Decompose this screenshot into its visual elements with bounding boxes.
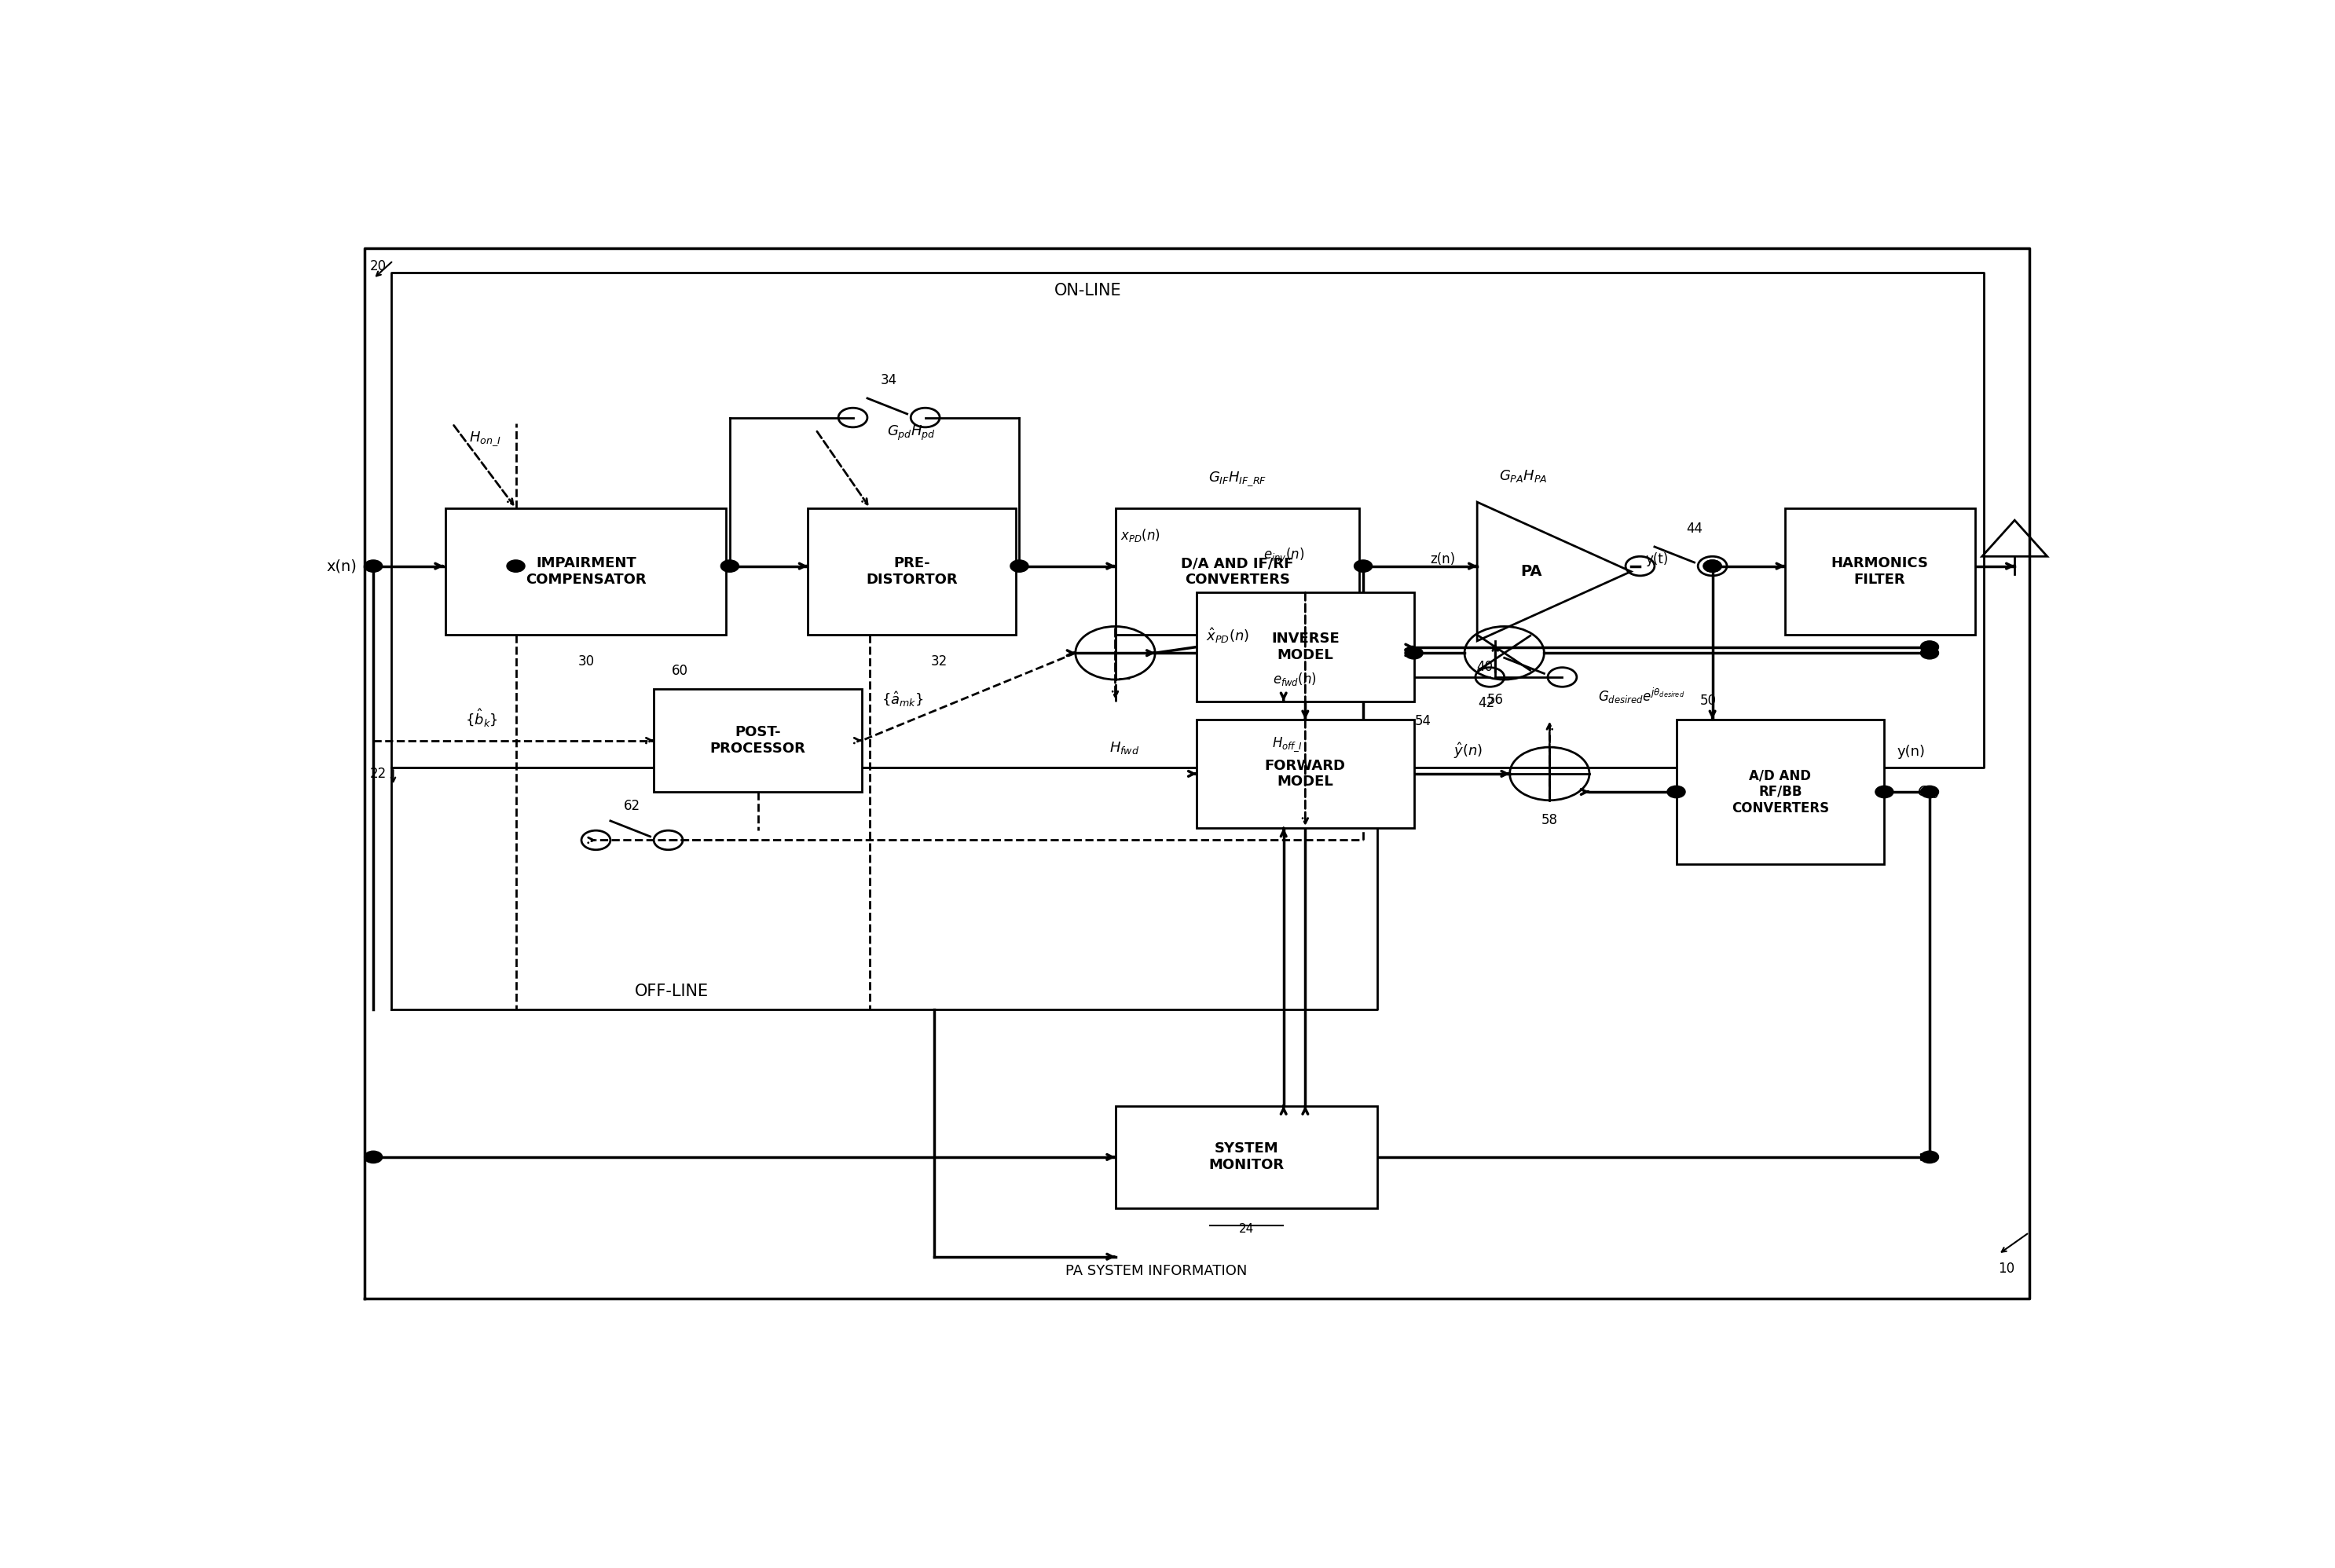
Text: INVERSE
MODEL: INVERSE MODEL <box>1270 632 1340 662</box>
Circle shape <box>1922 641 1938 652</box>
Text: OFF-LINE: OFF-LINE <box>635 983 710 999</box>
Text: $\hat{y}(n)$: $\hat{y}(n)$ <box>1455 742 1483 760</box>
Text: 58: 58 <box>1541 814 1557 828</box>
Text: 34: 34 <box>880 373 897 387</box>
Text: $e_{fwd}(n)$: $e_{fwd}(n)$ <box>1273 671 1317 687</box>
Text: z(n): z(n) <box>1431 552 1455 566</box>
Circle shape <box>1354 560 1373 572</box>
Bar <box>654 690 862 792</box>
Text: IMPAIRMENT
COMPENSATOR: IMPAIRMENT COMPENSATOR <box>525 557 647 586</box>
Text: 54: 54 <box>1415 715 1431 729</box>
Text: −: − <box>1116 671 1132 687</box>
Text: 44: 44 <box>1686 521 1702 535</box>
Text: $H_{fwd}$: $H_{fwd}$ <box>1109 740 1139 756</box>
Text: $e_{inv}(n)$: $e_{inv}(n)$ <box>1263 546 1305 563</box>
Circle shape <box>1705 560 1721 572</box>
Circle shape <box>1667 786 1686 798</box>
Circle shape <box>722 560 738 572</box>
Text: $G_{desired}e^{j\theta_{desired}}$: $G_{desired}e^{j\theta_{desired}}$ <box>1599 687 1686 706</box>
Text: $G_{IF}H_{IF\_RF}$: $G_{IF}H_{IF\_RF}$ <box>1207 470 1266 488</box>
Circle shape <box>1875 786 1894 798</box>
Bar <box>1677 720 1884 864</box>
Circle shape <box>1922 648 1938 659</box>
Text: $\{\hat{b}_k\}$: $\{\hat{b}_k\}$ <box>465 707 497 729</box>
Circle shape <box>507 560 525 572</box>
Bar <box>1116 508 1359 635</box>
Circle shape <box>364 560 383 572</box>
Text: 56: 56 <box>1487 693 1504 707</box>
Text: 62: 62 <box>623 800 640 814</box>
Text: 40: 40 <box>1476 660 1492 674</box>
Text: POST-
PROCESSOR: POST- PROCESSOR <box>710 726 806 756</box>
Text: 60: 60 <box>672 663 689 677</box>
Text: y(t): y(t) <box>1646 552 1670 566</box>
Text: PA: PA <box>1520 564 1541 579</box>
Text: $G_{PA}H_{PA}$: $G_{PA}H_{PA}$ <box>1499 469 1548 485</box>
Text: 22: 22 <box>369 767 385 781</box>
Text: 30: 30 <box>577 654 593 668</box>
Bar <box>1198 593 1415 701</box>
Text: 20: 20 <box>369 260 385 274</box>
Text: PRE-
DISTORTOR: PRE- DISTORTOR <box>866 557 957 586</box>
Bar <box>1784 508 1975 635</box>
Circle shape <box>1705 560 1721 572</box>
Text: FORWARD
MODEL: FORWARD MODEL <box>1266 759 1345 789</box>
Bar <box>1198 720 1415 828</box>
Text: $\{\hat{a}_{mk}\}$: $\{\hat{a}_{mk}\}$ <box>883 690 925 709</box>
Text: 42: 42 <box>1478 696 1494 710</box>
Text: ON-LINE: ON-LINE <box>1055 282 1121 298</box>
Text: $H_{off\_I}$: $H_{off\_I}$ <box>1273 735 1303 754</box>
Text: $G_{fb}$: $G_{fb}$ <box>1917 784 1938 800</box>
Text: 24: 24 <box>1240 1223 1254 1236</box>
Text: 52: 52 <box>1319 684 1336 698</box>
Text: 32: 32 <box>929 654 948 668</box>
Text: SYSTEM
MONITOR: SYSTEM MONITOR <box>1210 1142 1284 1173</box>
Text: x(n): x(n) <box>327 558 357 574</box>
Circle shape <box>1922 1151 1938 1163</box>
Circle shape <box>1922 786 1938 798</box>
Bar <box>446 508 726 635</box>
Text: HARMONICS
FILTER: HARMONICS FILTER <box>1831 557 1929 586</box>
Text: y(n): y(n) <box>1898 745 1926 759</box>
Text: A/D AND
RF/BB
CONVERTERS: A/D AND RF/BB CONVERTERS <box>1733 768 1828 815</box>
Bar <box>1116 1105 1378 1209</box>
Text: D/A AND IF/RF
CONVERTERS: D/A AND IF/RF CONVERTERS <box>1182 557 1294 586</box>
Text: 10: 10 <box>1999 1262 2015 1276</box>
Text: 50: 50 <box>1700 695 1716 709</box>
Text: 38: 38 <box>1228 654 1245 668</box>
Text: $H_{on\_I}$: $H_{on\_I}$ <box>469 430 502 448</box>
Circle shape <box>1011 560 1027 572</box>
Text: $G_{pd}H_{pd}$: $G_{pd}H_{pd}$ <box>887 423 936 442</box>
Text: PA SYSTEM INFORMATION: PA SYSTEM INFORMATION <box>1065 1264 1247 1278</box>
Bar <box>808 508 1016 635</box>
Text: $x_{PD}(n)$: $x_{PD}(n)$ <box>1121 527 1160 544</box>
Text: $\hat{x}_{PD}(n)$: $\hat{x}_{PD}(n)$ <box>1205 626 1249 644</box>
Circle shape <box>364 1151 383 1163</box>
Circle shape <box>1406 648 1422 659</box>
